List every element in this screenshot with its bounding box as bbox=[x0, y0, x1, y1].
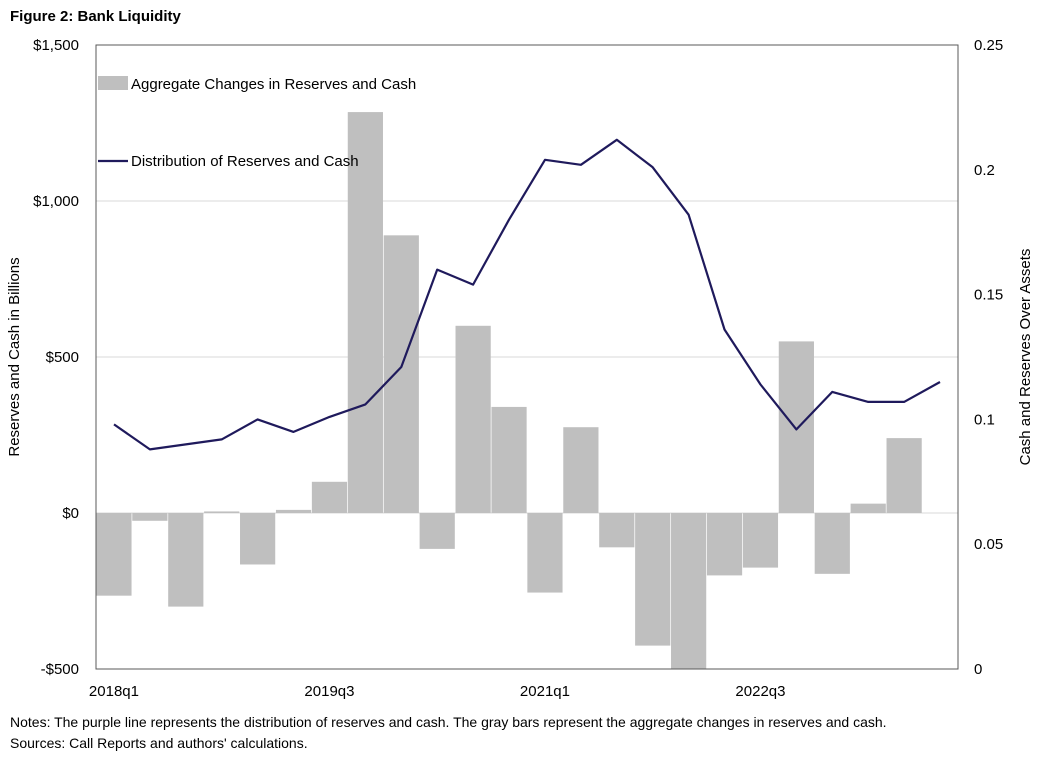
bar-2022q3 bbox=[742, 513, 779, 568]
notes-text: Notes: The purple line represents the di… bbox=[10, 714, 887, 730]
bar-2020q4 bbox=[491, 406, 527, 513]
legend-label-bar: Aggregate Changes in Reserves and Cash bbox=[131, 76, 416, 93]
bar-2020q3 bbox=[455, 325, 491, 513]
legend: Aggregate Changes in Reserves and Cash Di… bbox=[98, 76, 416, 170]
y-left-tick-label: $1,500 bbox=[33, 37, 79, 54]
bar-2022q1 bbox=[671, 513, 707, 669]
x-tick-label: 2021q1 bbox=[520, 683, 570, 700]
bar-2018q4 bbox=[204, 511, 240, 513]
y-right-axis-title: Cash and Reserves Over Assets bbox=[1017, 249, 1034, 466]
bar-2021q1 bbox=[527, 513, 563, 593]
plot-border bbox=[95, 44, 959, 670]
bank-liquidity-chart: -$500 $0 $500 $1,000 $1,500 0 0.05 0.1 0.15 0.2 0.… bbox=[6, 37, 1034, 700]
y-left-tick-label: $1,000 bbox=[33, 193, 79, 210]
x-tick-label: 2018q1 bbox=[89, 683, 139, 700]
y-right-tick-label: 0.25 bbox=[974, 37, 1003, 54]
bar-2021q4 bbox=[635, 513, 671, 646]
y-left-tick-label: $500 bbox=[46, 349, 79, 366]
gridlines bbox=[96, 200, 958, 514]
bar-2019q1 bbox=[240, 513, 276, 565]
bar-2022q2 bbox=[706, 513, 743, 576]
bar-2019q3 bbox=[311, 481, 348, 513]
figure-title: Figure 2: Bank Liquidity bbox=[10, 8, 181, 25]
bar-2019q4 bbox=[347, 112, 383, 513]
bar-2018q2 bbox=[132, 513, 168, 521]
line-series bbox=[113, 138, 941, 451]
bar-2018q3 bbox=[168, 513, 204, 607]
bar-2021q3 bbox=[599, 513, 635, 548]
axes: -$500 $0 $500 $1,000 $1,500 0 0.05 0.1 0.15 0.2 0.… bbox=[6, 37, 1034, 700]
y-right-tick-label: 0.15 bbox=[974, 287, 1003, 304]
bar-2021q2 bbox=[563, 427, 599, 513]
y-right-tick-label: 0 bbox=[974, 661, 982, 678]
bar-2020q1 bbox=[383, 235, 419, 513]
sources-text: Sources: Call Reports and authors' calcu… bbox=[10, 735, 308, 751]
y-left-tick-label: $0 bbox=[62, 505, 79, 522]
bar-2020q2 bbox=[419, 513, 455, 549]
y-left-axis-title: Reserves and Cash in Billions bbox=[6, 257, 23, 456]
figure-notes: Notes: The purple line represents the di… bbox=[10, 712, 887, 754]
line-distribution-of-reserves-and-cash bbox=[113, 138, 941, 451]
plot-frame bbox=[95, 44, 959, 670]
bar-2023q1 bbox=[814, 513, 850, 574]
bar-2023q2 bbox=[850, 503, 886, 513]
x-tick-label: 2019q3 bbox=[304, 683, 354, 700]
y-right-tick-label: 0.2 bbox=[974, 162, 995, 179]
bar-2023q3 bbox=[886, 438, 922, 513]
y-right-tick-label: 0.1 bbox=[974, 411, 995, 428]
x-tick-label: 2022q3 bbox=[735, 683, 785, 700]
legend-label-line: Distribution of Reserves and Cash bbox=[131, 153, 359, 170]
bar-2018q1 bbox=[96, 513, 132, 596]
legend-swatch-bar bbox=[98, 76, 128, 90]
y-right-tick-label: 0.05 bbox=[974, 536, 1003, 553]
y-left-tick-label: -$500 bbox=[41, 661, 79, 678]
bar-2019q2 bbox=[275, 509, 312, 513]
bar-2022q4 bbox=[778, 341, 814, 513]
bar-series bbox=[96, 112, 922, 669]
